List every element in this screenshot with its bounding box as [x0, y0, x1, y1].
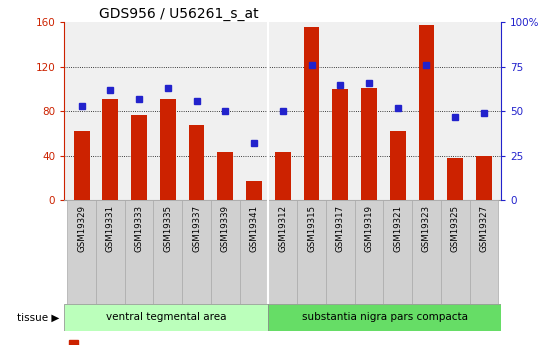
Text: GSM19312: GSM19312	[278, 205, 287, 253]
Bar	[447, 158, 463, 200]
Bar	[131, 115, 147, 200]
Bar	[182, 200, 211, 304]
Bar	[412, 200, 441, 304]
Text: GSM19315: GSM19315	[307, 205, 316, 253]
Text: GSM19333: GSM19333	[134, 205, 143, 253]
Bar	[326, 200, 354, 304]
Bar	[297, 200, 326, 304]
Bar	[333, 89, 348, 200]
Bar	[418, 24, 435, 200]
Text: GSM19335: GSM19335	[164, 205, 172, 253]
Text: tissue ▶: tissue ▶	[17, 313, 59, 322]
Text: GSM19339: GSM19339	[221, 205, 230, 252]
Text: GSM19321: GSM19321	[393, 205, 402, 253]
Bar	[275, 152, 291, 200]
Bar	[125, 200, 153, 304]
Bar	[268, 304, 501, 331]
Bar	[74, 131, 90, 200]
Bar	[304, 27, 319, 200]
Text: GDS956 / U56261_s_at: GDS956 / U56261_s_at	[99, 7, 259, 21]
Text: GSM19337: GSM19337	[192, 205, 201, 253]
Text: GSM19341: GSM19341	[250, 205, 259, 253]
Text: substantia nigra pars compacta: substantia nigra pars compacta	[302, 313, 468, 322]
Bar	[470, 200, 498, 304]
Bar	[153, 200, 182, 304]
Bar	[384, 200, 412, 304]
Text: GSM19317: GSM19317	[336, 205, 345, 253]
Bar	[160, 99, 176, 200]
Bar	[354, 200, 384, 304]
Bar	[102, 99, 118, 200]
Bar	[240, 200, 268, 304]
Text: GSM19323: GSM19323	[422, 205, 431, 253]
Text: ventral tegmental area: ventral tegmental area	[106, 313, 227, 322]
Bar	[246, 181, 262, 200]
Text: GSM19327: GSM19327	[479, 205, 488, 253]
Bar	[69, 340, 78, 345]
Text: GSM19331: GSM19331	[106, 205, 115, 253]
Text: GSM19329: GSM19329	[77, 205, 86, 252]
Bar	[441, 200, 470, 304]
Bar	[217, 152, 233, 200]
Bar	[211, 200, 240, 304]
Bar	[64, 304, 268, 331]
Bar	[189, 125, 204, 200]
Bar	[268, 200, 297, 304]
Text: GSM19319: GSM19319	[365, 205, 374, 252]
Bar	[67, 200, 96, 304]
Text: GSM19325: GSM19325	[451, 205, 460, 253]
Bar	[96, 200, 125, 304]
Bar	[476, 156, 492, 200]
Bar	[361, 88, 377, 200]
Bar	[390, 131, 405, 200]
